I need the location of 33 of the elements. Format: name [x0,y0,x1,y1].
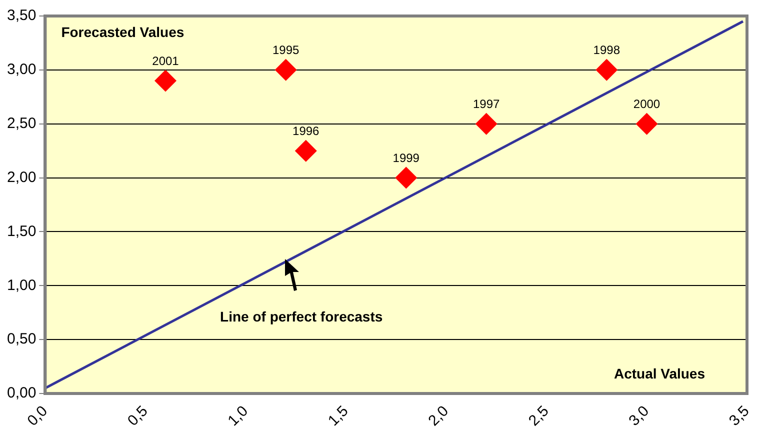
series-label: 2000 [633,97,660,112]
y-tick-label: 3,00 [6,61,36,78]
point [596,58,618,81]
series-label: 1999 [392,151,420,166]
x-tick-label: 0,0 [24,402,51,430]
y-tick-label: 0,50 [6,330,36,348]
x-tick-label: 3,5 [726,402,753,430]
x-tick-label: 0,5 [124,402,152,430]
x-tick-label: 3,0 [626,402,652,430]
y-tick-label: 3,50 [6,7,36,24]
point [475,112,498,135]
point [274,58,297,81]
y-tick-label: 0,00 [6,384,36,402]
point [154,70,177,92]
x-tick-label: 2,5 [525,402,552,430]
point [395,166,418,189]
series-label: 1997 [472,97,500,112]
y-tick-label: 2,00 [6,168,36,186]
series-label: 2001 [152,54,180,68]
annotation: Line of perfect forecasts [220,308,383,324]
series-label: 1996 [292,124,320,138]
x-tick-label: 1,0 [224,402,252,430]
x-axis-title: Actual Values [614,365,706,382]
point [636,112,658,135]
series-label: 1998 [593,43,620,58]
y-tick-label: 1,00 [6,276,36,294]
y-tick-label: 2,50 [6,115,36,132]
x-tick-label: 1,5 [324,402,352,430]
y-axis-title: Forecasted Values [61,24,184,40]
x-tick-label: 2,0 [425,402,452,430]
series-label: 1995 [272,43,300,58]
y-tick-label: 1,50 [6,222,36,240]
point [294,140,317,162]
